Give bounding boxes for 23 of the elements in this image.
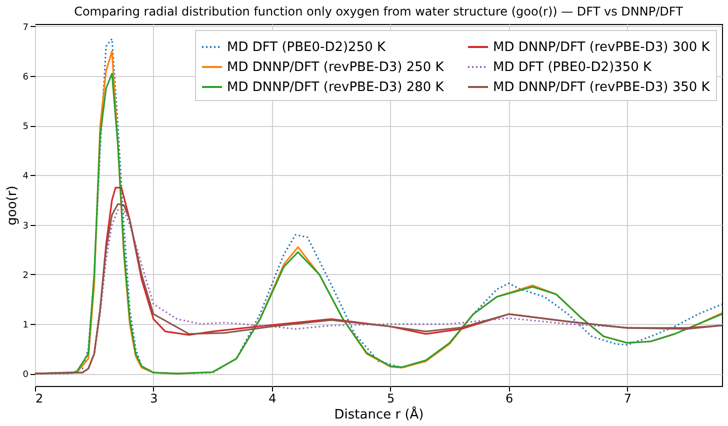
y-axis-title: goo(r) — [4, 186, 20, 226]
y-tick-label: 2 — [22, 270, 28, 281]
x-tick-label: 6 — [505, 392, 514, 406]
y-tick-label: 0 — [22, 370, 29, 380]
y-tick-label: 7 — [22, 22, 28, 33]
y-tick-label: 5 — [22, 122, 28, 132]
legend-label: MD DNNP/DFT (revPBE-D3) 300 K — [493, 40, 710, 55]
y-tick-label: 3 — [22, 221, 28, 232]
legend-label: MD DNNP/DFT (revPBE-D3) 280 K — [227, 80, 444, 95]
y-tick-label: 4 — [22, 172, 29, 182]
x-tick-label: 2 — [36, 392, 44, 406]
chart-title: Comparing radial distribution function only oxygen from water structure (goo(r)) — DFT vs DNNP/DFT — [74, 4, 684, 18]
legend-label: MD DFT (PBE0-D2)350 K — [493, 60, 652, 75]
y-tick-label: 6 — [22, 72, 29, 83]
y-tick-label: 1 — [22, 320, 28, 331]
x-tick-label: 5 — [387, 392, 395, 406]
legend-label: MD DFT (PBE0-D2)250 K — [227, 40, 386, 55]
x-tick-label: 4 — [268, 392, 276, 406]
x-axis-title: Distance r (Å) — [334, 406, 424, 422]
x-tick-label: 7 — [624, 392, 632, 406]
legend-label: MD DNNP/DFT (revPBE-D3) 350 K — [493, 80, 710, 95]
legend-label: MD DNNP/DFT (revPBE-D3) 250 K — [227, 60, 444, 75]
x-tick-label: 3 — [150, 392, 158, 406]
